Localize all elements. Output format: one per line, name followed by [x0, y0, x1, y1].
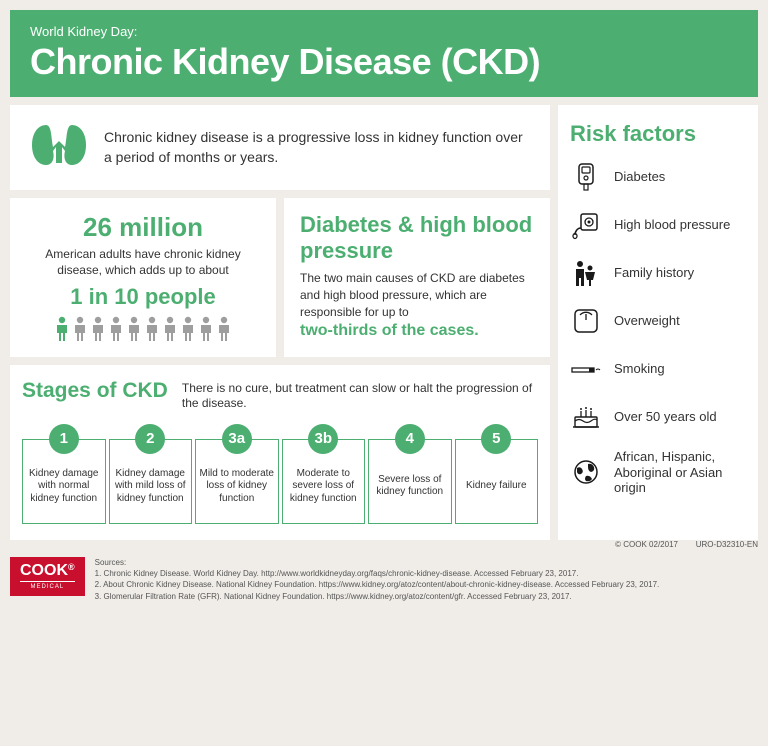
risk-label: Smoking [614, 361, 665, 377]
risk-item: Smoking [570, 353, 746, 385]
risk-item: Diabetes [570, 161, 746, 193]
causes-title: Diabetes & high blood pressure [300, 212, 534, 264]
stats-row: 26 million American adults have chronic … [10, 198, 550, 357]
intro-card: Chronic kidney disease is a progressive … [10, 105, 550, 190]
risk-title: Risk factors [570, 121, 746, 147]
risk-factors-card: Risk factors Diabetes High blood pressur… [558, 105, 758, 540]
risk-label: African, Hispanic, Aboriginal or Asian o… [614, 449, 746, 496]
kidney-icon [28, 119, 90, 176]
stage-item: 4 Severe loss of kidney function [368, 424, 452, 524]
family-icon [570, 257, 602, 289]
cake-icon [570, 401, 602, 433]
risk-label: Diabetes [614, 169, 665, 185]
source-line: 2. About Chronic Kidney Disease. Nationa… [95, 579, 758, 590]
stage-number: 4 [395, 424, 425, 454]
person-icon [90, 316, 106, 342]
stage-item: 5 Kidney failure [455, 424, 539, 524]
people-icon-row [26, 316, 260, 342]
risk-label: Over 50 years old [614, 409, 717, 425]
cook-logo-sub: MEDICAL [20, 581, 75, 590]
risk-label: Family history [614, 265, 694, 281]
stages-header: Stages of CKD There is no cure, but trea… [22, 379, 538, 412]
globe-icon [570, 456, 602, 488]
sources: Sources: 1. Chronic Kidney Disease. Worl… [95, 557, 758, 602]
sources-heading: Sources: [95, 557, 758, 568]
prevalence-card: 26 million American adults have chronic … [10, 198, 276, 357]
stage-item: 3b Moderate to severe loss of kidney fun… [282, 424, 366, 524]
person-icon [162, 316, 178, 342]
stat-ratio: 1 in 10 people [26, 284, 260, 310]
copyright-line: © COOK 02/2017 URO-D32310-EN [10, 540, 758, 549]
causes-card: Diabetes & high blood pressure The two m… [284, 198, 550, 357]
stage-number: 1 [49, 424, 79, 454]
left-column: Chronic kidney disease is a progressive … [10, 105, 550, 540]
person-icon [144, 316, 160, 342]
stage-item: 1 Kidney damage with normal kidney funct… [22, 424, 106, 524]
person-icon [72, 316, 88, 342]
header-overline: World Kidney Day: [30, 24, 738, 39]
causes-text: The two main causes of CKD are diabetes … [300, 270, 534, 343]
cigarette-icon [570, 353, 602, 385]
risk-item: African, Hispanic, Aboriginal or Asian o… [570, 449, 746, 496]
person-icon [108, 316, 124, 342]
stat-subtext: American adults have chronic kidney dise… [26, 247, 260, 278]
risk-item: Family history [570, 257, 746, 289]
person-icon [54, 316, 70, 342]
stages-grid: 1 Kidney damage with normal kidney funct… [22, 424, 538, 524]
risk-item: High blood pressure [570, 209, 746, 241]
stage-number: 3a [222, 424, 252, 454]
risk-label: High blood pressure [614, 217, 730, 233]
risk-item: Over 50 years old [570, 401, 746, 433]
stat-number: 26 million [26, 212, 260, 243]
content-area: Chronic kidney disease is a progressive … [10, 105, 758, 540]
source-line: 1. Chronic Kidney Disease. World Kidney … [95, 568, 758, 579]
bp-monitor-icon [570, 209, 602, 241]
stage-item: 3a Mild to moderate loss of kidney funct… [195, 424, 279, 524]
cook-logo: COOK® MEDICAL [10, 557, 85, 596]
causes-emphasis: two-thirds of the cases. [300, 322, 479, 339]
header-banner: World Kidney Day: Chronic Kidney Disease… [10, 10, 758, 97]
person-icon [216, 316, 232, 342]
stage-item: 2 Kidney damage with mild loss of kidney… [109, 424, 193, 524]
intro-text: Chronic kidney disease is a progressive … [104, 128, 532, 167]
person-icon [198, 316, 214, 342]
person-icon [180, 316, 196, 342]
scale-icon [570, 305, 602, 337]
footer: COOK® MEDICAL Sources: 1. Chronic Kidney… [10, 557, 758, 602]
risk-item: Overweight [570, 305, 746, 337]
causes-body: The two main causes of CKD are diabetes … [300, 271, 525, 319]
risk-label: Overweight [614, 313, 680, 329]
source-line: 3. Glomerular Filtration Rate (GFR). Nat… [95, 591, 758, 602]
header-title: Chronic Kidney Disease (CKD) [30, 41, 738, 83]
cook-logo-reg: ® [68, 562, 75, 572]
stages-subtext: There is no cure, but treatment can slow… [182, 379, 538, 412]
sources-list: 1. Chronic Kidney Disease. World Kidney … [95, 568, 758, 602]
person-icon [126, 316, 142, 342]
cook-logo-main: COOK [20, 562, 68, 579]
glucometer-icon [570, 161, 602, 193]
stages-title: Stages of CKD [22, 379, 168, 403]
stages-card: Stages of CKD There is no cure, but trea… [10, 365, 550, 540]
risk-list: Diabetes High blood pressure Family hist… [570, 161, 746, 496]
